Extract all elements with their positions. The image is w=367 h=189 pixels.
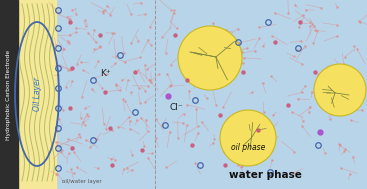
Text: Cl⁻: Cl⁻ [170, 104, 184, 112]
Text: Hydrophobic Carbon Electrode: Hydrophobic Carbon Electrode [7, 50, 11, 139]
Circle shape [314, 64, 366, 116]
Bar [18, 0, 56, 189]
Circle shape [220, 110, 276, 166]
Text: oil phase: oil phase [231, 143, 265, 153]
Text: water phase: water phase [229, 170, 301, 180]
Text: K⁺: K⁺ [100, 68, 110, 77]
Text: oil/water layer: oil/water layer [62, 178, 102, 184]
Text: Oil Layer: Oil Layer [33, 77, 41, 112]
Bar [0, 0, 18, 189]
Circle shape [178, 26, 242, 90]
